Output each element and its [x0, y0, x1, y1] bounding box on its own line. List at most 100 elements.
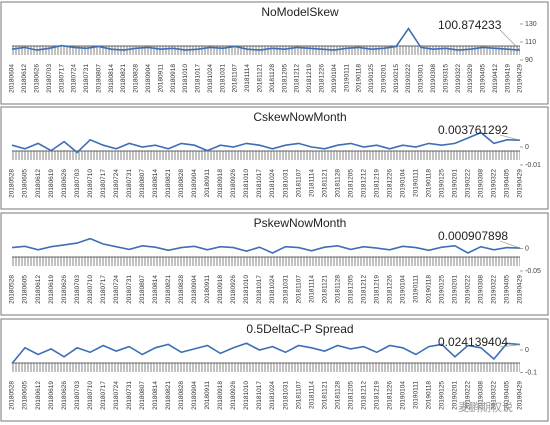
x-tick-label: 20180703 — [74, 275, 81, 304]
x-tick-label: 20190118 — [426, 275, 433, 304]
x-tick-label: 20181121 — [321, 381, 328, 410]
x-tick-label: 20181219 — [373, 381, 380, 410]
x-tick-label: 20190322 — [455, 64, 462, 93]
x-tick-label: 20181017 — [256, 275, 263, 304]
x-tick-label: 20180807 — [139, 169, 146, 198]
watermark: 麦鹏期权说 — [458, 400, 513, 414]
x-tick-label: 20180821 — [165, 169, 172, 198]
category-hatch — [12, 151, 520, 160]
x-tick-label: 20181031 — [282, 381, 289, 410]
x-tick-label: 20190315 — [442, 64, 449, 93]
y-tick-label: 110 — [525, 39, 536, 46]
x-tick-label: 20190429 — [517, 64, 524, 93]
x-tick-label: 20190111 — [413, 381, 420, 409]
x-tick-label: 20180619 — [48, 381, 55, 410]
x-tick-label: 20190301 — [418, 64, 425, 93]
annotation: 0.000907898 — [438, 229, 508, 243]
x-tick-label: 20180911 — [204, 275, 211, 304]
x-tick-label: 20180828 — [178, 169, 185, 198]
chart-title: CskewNowMonth — [253, 110, 346, 124]
x-tick-label: 20181017 — [256, 381, 263, 410]
x-tick-label: 20190308 — [478, 169, 485, 198]
x-tick-label: 20180703 — [74, 169, 81, 198]
x-tick-label: 20181024 — [207, 64, 214, 93]
x-tick-label: 20181212 — [360, 169, 367, 198]
x-tick-label: 20181010 — [243, 381, 250, 410]
x-tick-label: 20181107 — [295, 275, 302, 304]
chart-title: 0.5DeltaC-P Spread — [246, 322, 353, 336]
x-tick-label: 20180731 — [126, 381, 133, 410]
line-series — [11, 237, 521, 254]
line-series — [11, 342, 521, 365]
x-tick-label: 20190405 — [504, 381, 511, 410]
x-tick-label: 20190104 — [331, 64, 338, 93]
x-tick-label: 20180724 — [113, 169, 120, 198]
x-tick-label: 20181121 — [321, 275, 328, 304]
x-tick-label: 20190222 — [465, 169, 472, 198]
x-tick-label: 20180626 — [33, 64, 40, 93]
x-tick-label: 20181107 — [295, 381, 302, 410]
x-tick-label: 20180926 — [230, 381, 237, 410]
x-tick-label: 20180731 — [83, 64, 90, 93]
x-tick-label: 20181114 — [308, 381, 315, 409]
x-tick-label: 20180821 — [120, 64, 127, 93]
x-tick-label: 20190222 — [465, 275, 472, 304]
x-tick-label: 20190125 — [439, 275, 446, 304]
x-tick-label: 20180904 — [145, 64, 152, 93]
x-tick-label: 20180807 — [139, 275, 146, 304]
x-tick-label: 20180612 — [21, 64, 28, 93]
x-tick-label: 20190201 — [452, 381, 459, 410]
x-tick-label: 20181128 — [269, 64, 276, 93]
x-tick-label: 20181121 — [321, 169, 328, 198]
x-tick-label: 20181107 — [295, 169, 302, 198]
x-tick-label: 20190308 — [478, 275, 485, 304]
x-tick-label: 20181010 — [243, 275, 250, 304]
x-tick-label: 20181212 — [360, 381, 367, 410]
x-tick-label: 20190308 — [430, 64, 437, 93]
x-tick-label: 20190201 — [452, 275, 459, 304]
x-tick-label: 20180918 — [170, 64, 177, 93]
x-tick-label: 20180731 — [126, 169, 133, 198]
x-tick-label: 20190405 — [480, 64, 487, 93]
x-tick-label: 20190125 — [439, 169, 446, 198]
x-tick-label: 20180604 — [9, 64, 16, 93]
category-hatch — [12, 257, 520, 266]
x-tick-label: 20180619 — [48, 275, 55, 304]
x-tick-label: 20181212 — [294, 64, 301, 93]
annotation-leader — [499, 344, 521, 348]
x-tick-label: 20190322 — [491, 275, 498, 304]
annotation-leader — [499, 240, 521, 249]
x-tick-label: 20180926 — [230, 169, 237, 198]
x-tick-label: 20180807 — [95, 64, 102, 93]
x-tick-label: 20180528 — [9, 169, 16, 198]
x-tick-label: 20190104 — [399, 275, 406, 304]
panel-frame — [0, 1, 549, 105]
x-tick-label: 20181212 — [360, 275, 367, 304]
x-tick-label: 20180731 — [126, 275, 133, 304]
x-tick-label: 20190429 — [517, 381, 524, 410]
x-tick-label: 20180528 — [9, 275, 16, 304]
x-tick-label: 20181226 — [386, 275, 393, 304]
category-hatch — [12, 46, 520, 55]
x-tick-label: 20180717 — [58, 64, 65, 93]
x-tick-label: 20180710 — [87, 169, 94, 198]
x-tick-label: 20180724 — [113, 275, 120, 304]
x-tick-label: 20180724 — [71, 64, 78, 93]
x-tick-label: 20190104 — [399, 381, 406, 410]
x-tick-label: 20180703 — [74, 381, 81, 410]
panel-frame — [0, 212, 549, 316]
x-tick-label: 20190215 — [393, 64, 400, 93]
x-tick-label: 20190429 — [517, 169, 524, 198]
x-tick-label: 20190322 — [491, 169, 498, 198]
x-tick-label: 20181128 — [334, 381, 341, 410]
x-tick-label: 20180626 — [61, 169, 68, 198]
x-tick-label: 20181205 — [347, 169, 354, 198]
x-tick-label: 20180612 — [35, 381, 42, 410]
x-tick-label: 20180814 — [152, 381, 159, 410]
x-tick-label: 20180828 — [178, 381, 185, 410]
x-tick-label: 20180828 — [178, 275, 185, 304]
x-tick-label: 20180918 — [217, 169, 224, 198]
x-tick-label: 20180911 — [157, 64, 164, 93]
x-tick-label: 20190201 — [452, 169, 459, 198]
